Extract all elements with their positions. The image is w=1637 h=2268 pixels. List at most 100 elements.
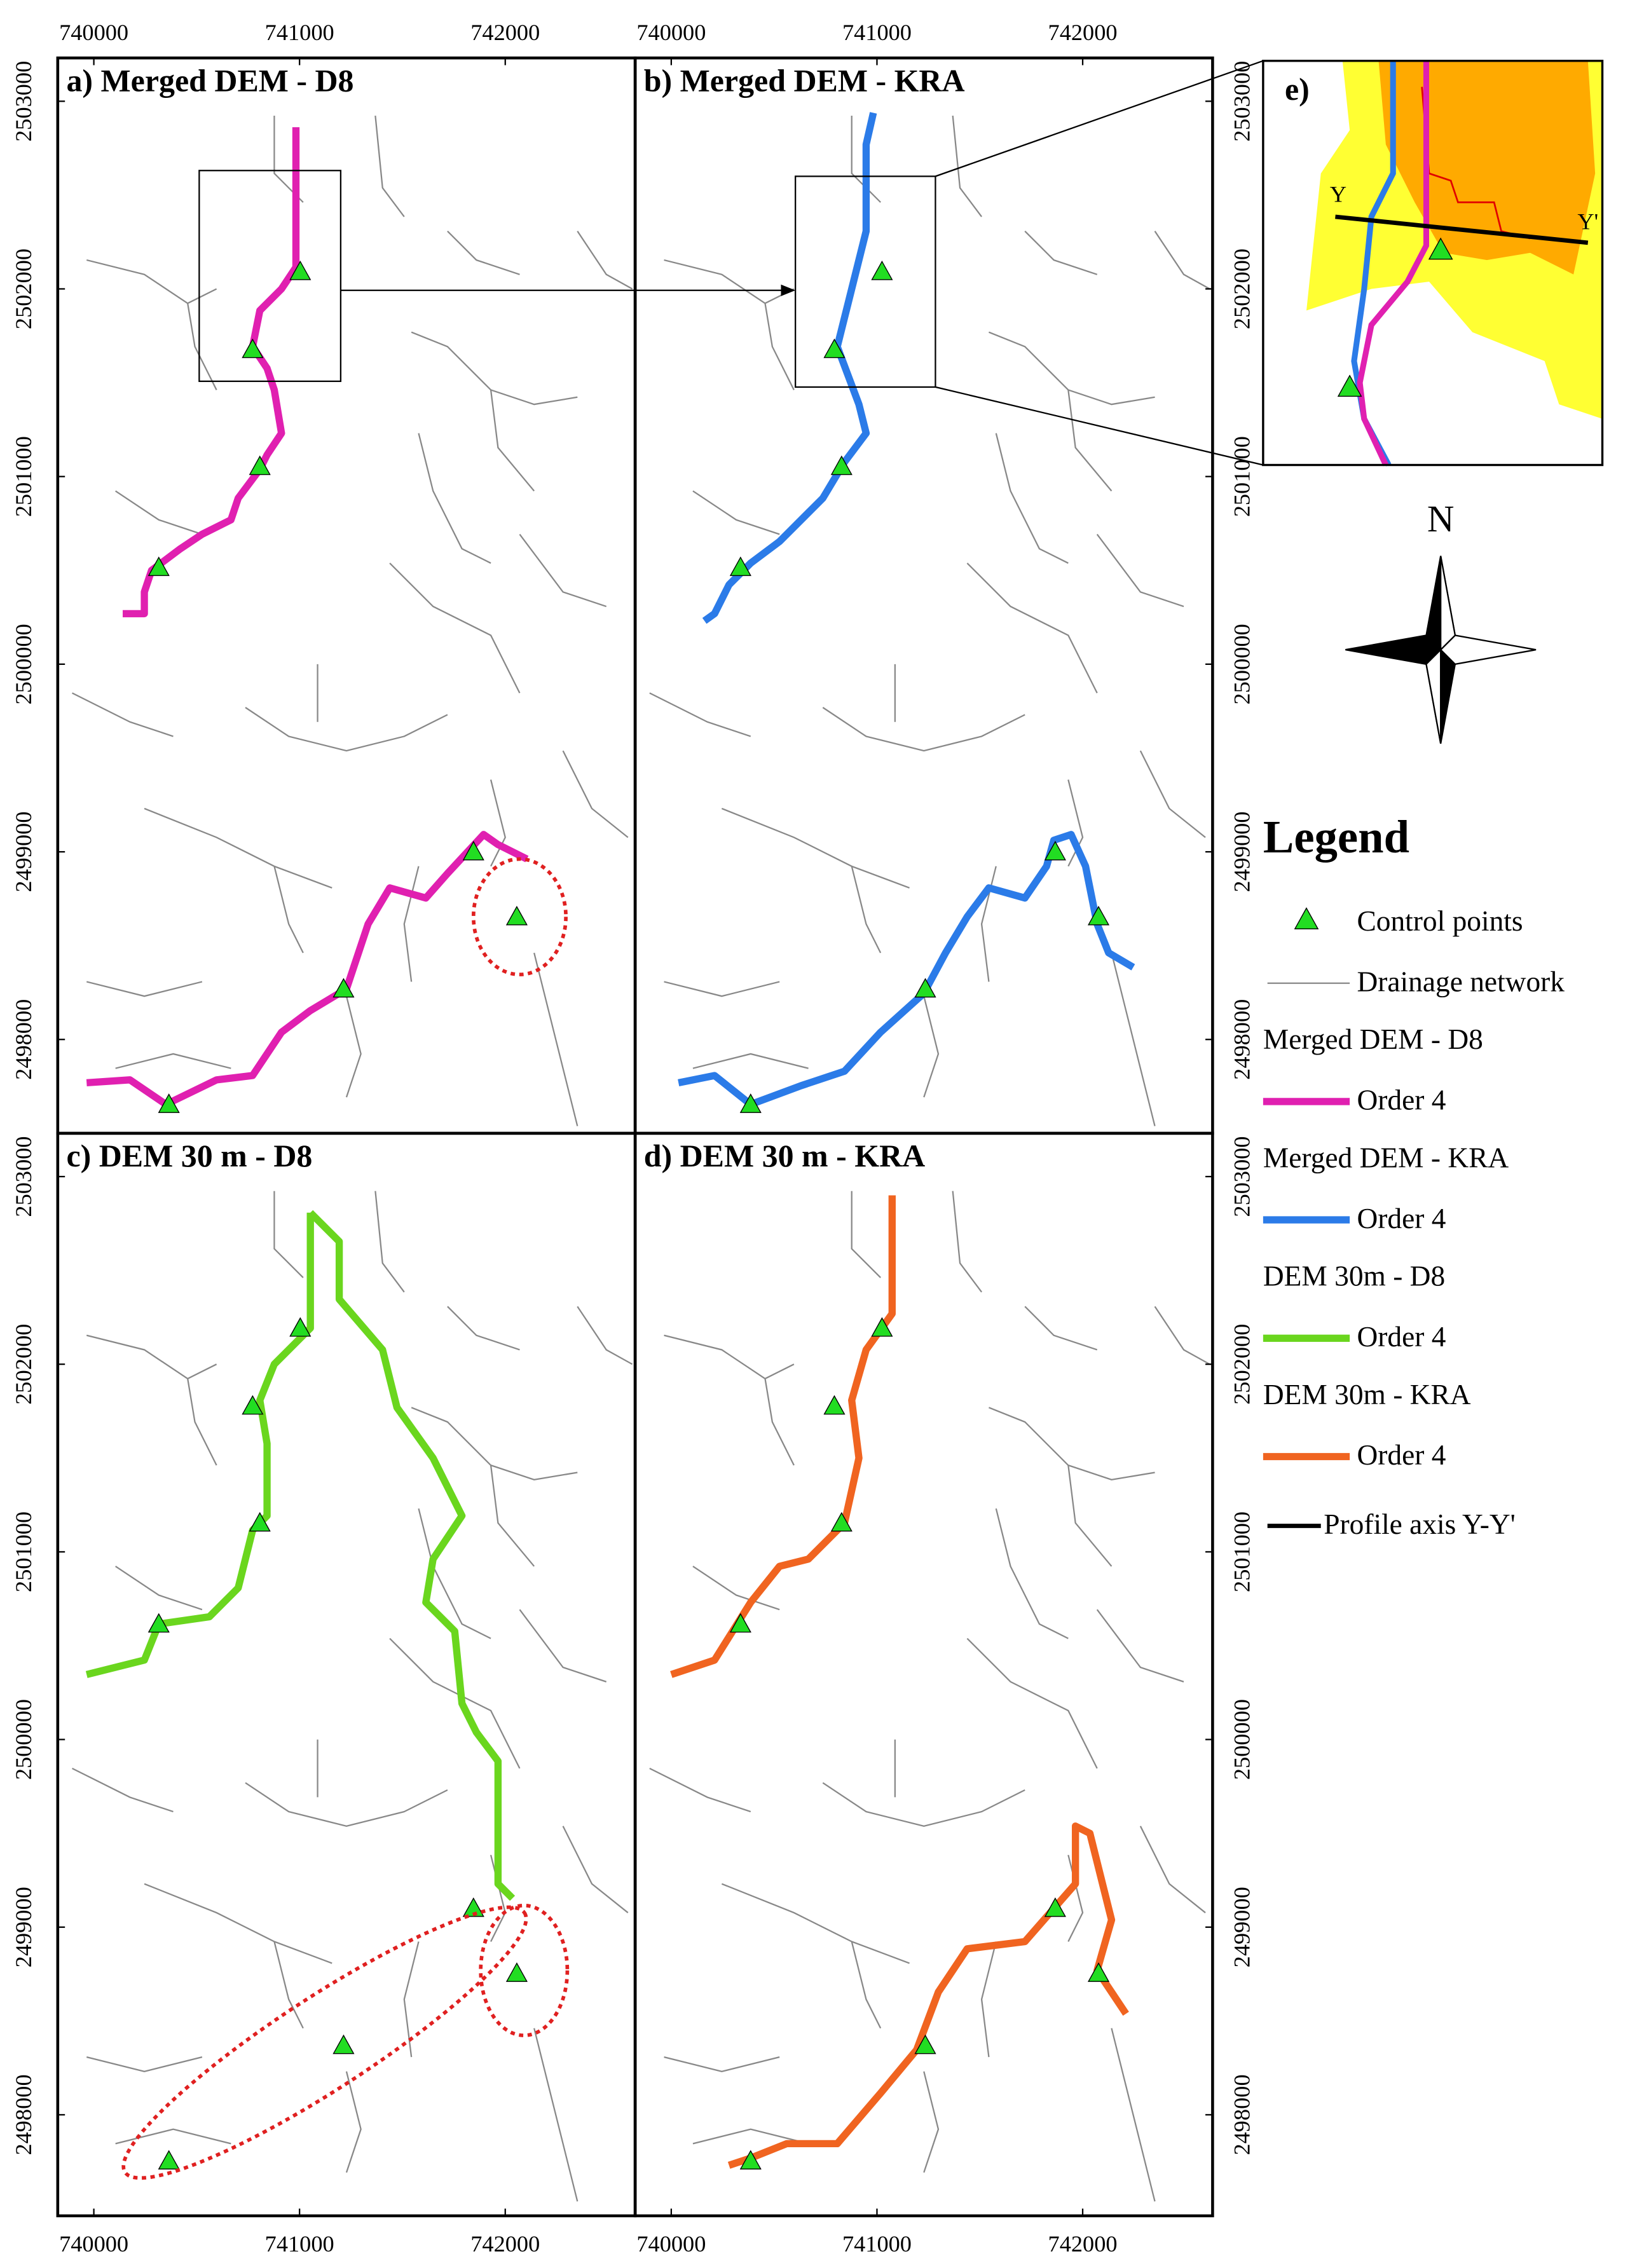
- y-tick-label: 2500000: [1229, 1699, 1255, 1780]
- y-tick-label: 2502000: [1229, 249, 1255, 329]
- y-tick-label: 2499000: [1229, 811, 1255, 892]
- drainage-line: [187, 1378, 217, 1466]
- control-point: [1294, 907, 1319, 930]
- panel-frame: [633, 1131, 1214, 2218]
- y-tick-label: 2500000: [11, 1699, 36, 1780]
- control-point: [729, 1613, 751, 1633]
- stream-order-4: [670, 1195, 896, 1678]
- drainage-line: [86, 981, 203, 997]
- control-point: [242, 1395, 264, 1415]
- control-point: [289, 260, 312, 280]
- drainage-line: [851, 1941, 882, 2029]
- profile-start: Y: [1330, 182, 1346, 207]
- control-point: [823, 338, 846, 359]
- legend-group-name: DEM 30m - D8: [1263, 1260, 1445, 1292]
- control-point: [505, 905, 528, 926]
- drainage-line: [562, 1826, 629, 1913]
- drainage-line: [692, 2128, 809, 2145]
- drainage-line: [851, 116, 881, 203]
- drainage-line: [995, 1508, 1069, 1639]
- drainage-line: [1096, 1609, 1184, 1683]
- drainage-line: [533, 2028, 579, 2202]
- drainage-line: [273, 1941, 304, 2029]
- y-tick-label: 2499000: [1229, 1887, 1255, 1967]
- control-point: [249, 455, 271, 475]
- drainage-line: [374, 1191, 405, 1293]
- y-tick-label: 2498000: [11, 2074, 36, 2155]
- drainage-line: [577, 231, 633, 290]
- drainage-line: [721, 807, 910, 889]
- drainage-line: [851, 866, 882, 953]
- drainage-line: [664, 2056, 780, 2073]
- control-point: [830, 1512, 853, 1532]
- drainage-line: [664, 259, 795, 304]
- x-tick-label: 742000: [1048, 20, 1118, 45]
- y-tick-label: 2502000: [11, 1324, 36, 1405]
- drainage-line: [490, 779, 506, 867]
- control-point: [1044, 1897, 1066, 1917]
- stream-order-4: [702, 112, 877, 624]
- drainage-line: [851, 1191, 881, 1278]
- y-tick-label: 2500000: [1229, 624, 1255, 704]
- y-tick-label: 2498000: [1229, 2074, 1255, 2155]
- drainage-line: [245, 707, 448, 752]
- drainage-line: [989, 1407, 1155, 1481]
- zoom-box: [198, 170, 342, 382]
- drainage-line: [923, 995, 940, 1098]
- y-tick-label: 2501000: [1229, 1512, 1255, 1592]
- y-tick-label: 2502000: [11, 249, 36, 329]
- panel-title: d) DEM 30 m - KRA: [644, 1138, 925, 1173]
- legend-group-name: DEM 30m - KRA: [1263, 1379, 1471, 1411]
- drainage-line: [115, 1053, 231, 1069]
- y-tick-label: 2498000: [11, 999, 36, 1080]
- drainage-line: [1024, 230, 1098, 275]
- y-tick-label: 2499000: [11, 1887, 36, 1967]
- compass: [1440, 556, 1456, 652]
- legend-label: Control points: [1357, 905, 1523, 937]
- highlight-ellipse: [471, 857, 568, 976]
- drainage-line: [115, 1566, 203, 1611]
- x-tick-label: 740000: [59, 20, 128, 45]
- drainage-line: [1096, 533, 1184, 608]
- x-tick-label: 742000: [470, 2231, 540, 2257]
- drainage-line: [389, 563, 521, 693]
- control-point: [462, 840, 484, 861]
- control-point: [914, 2034, 936, 2054]
- control-point: [332, 978, 355, 998]
- inset-title: e): [1285, 71, 1310, 107]
- drainage-line: [115, 490, 203, 535]
- drainage-line: [1139, 1826, 1206, 1913]
- drainage-line: [1154, 1306, 1210, 1365]
- drainage-line: [86, 2056, 203, 2073]
- drainage-line: [980, 866, 997, 982]
- y-tick-label: 2501000: [1229, 436, 1255, 517]
- drainage-line: [1024, 1306, 1098, 1351]
- drainage-line: [822, 707, 1025, 752]
- control-point: [1087, 1962, 1110, 1982]
- drainage-line: [411, 1407, 578, 1481]
- drainage-line: [519, 1609, 607, 1683]
- drainage-line: [86, 1334, 217, 1380]
- control-point: [147, 1613, 170, 1633]
- drainage-line: [1154, 231, 1210, 290]
- inset-orange: [1378, 60, 1596, 275]
- drainage-line: [1139, 750, 1206, 838]
- control-point: [739, 1093, 762, 1113]
- legend-group-name: Merged DEM - KRA: [1263, 1142, 1509, 1173]
- drainage-line: [649, 692, 751, 737]
- control-point: [1087, 905, 1110, 926]
- stream-order-4: [86, 831, 529, 1109]
- panel-title: b) Merged DEM - KRA: [644, 63, 965, 99]
- control-point: [462, 1897, 484, 1917]
- drainage-line: [721, 1883, 910, 1964]
- drainage-line: [345, 995, 362, 1098]
- drainage-line: [447, 230, 520, 275]
- drainage-line: [115, 2128, 231, 2145]
- control-point: [914, 978, 936, 998]
- drainage-line: [1067, 390, 1113, 492]
- drainage-line: [72, 1767, 174, 1813]
- x-tick-label: 742000: [470, 20, 540, 45]
- drainage-line: [995, 433, 1069, 564]
- y-tick-label: 2503000: [11, 61, 36, 142]
